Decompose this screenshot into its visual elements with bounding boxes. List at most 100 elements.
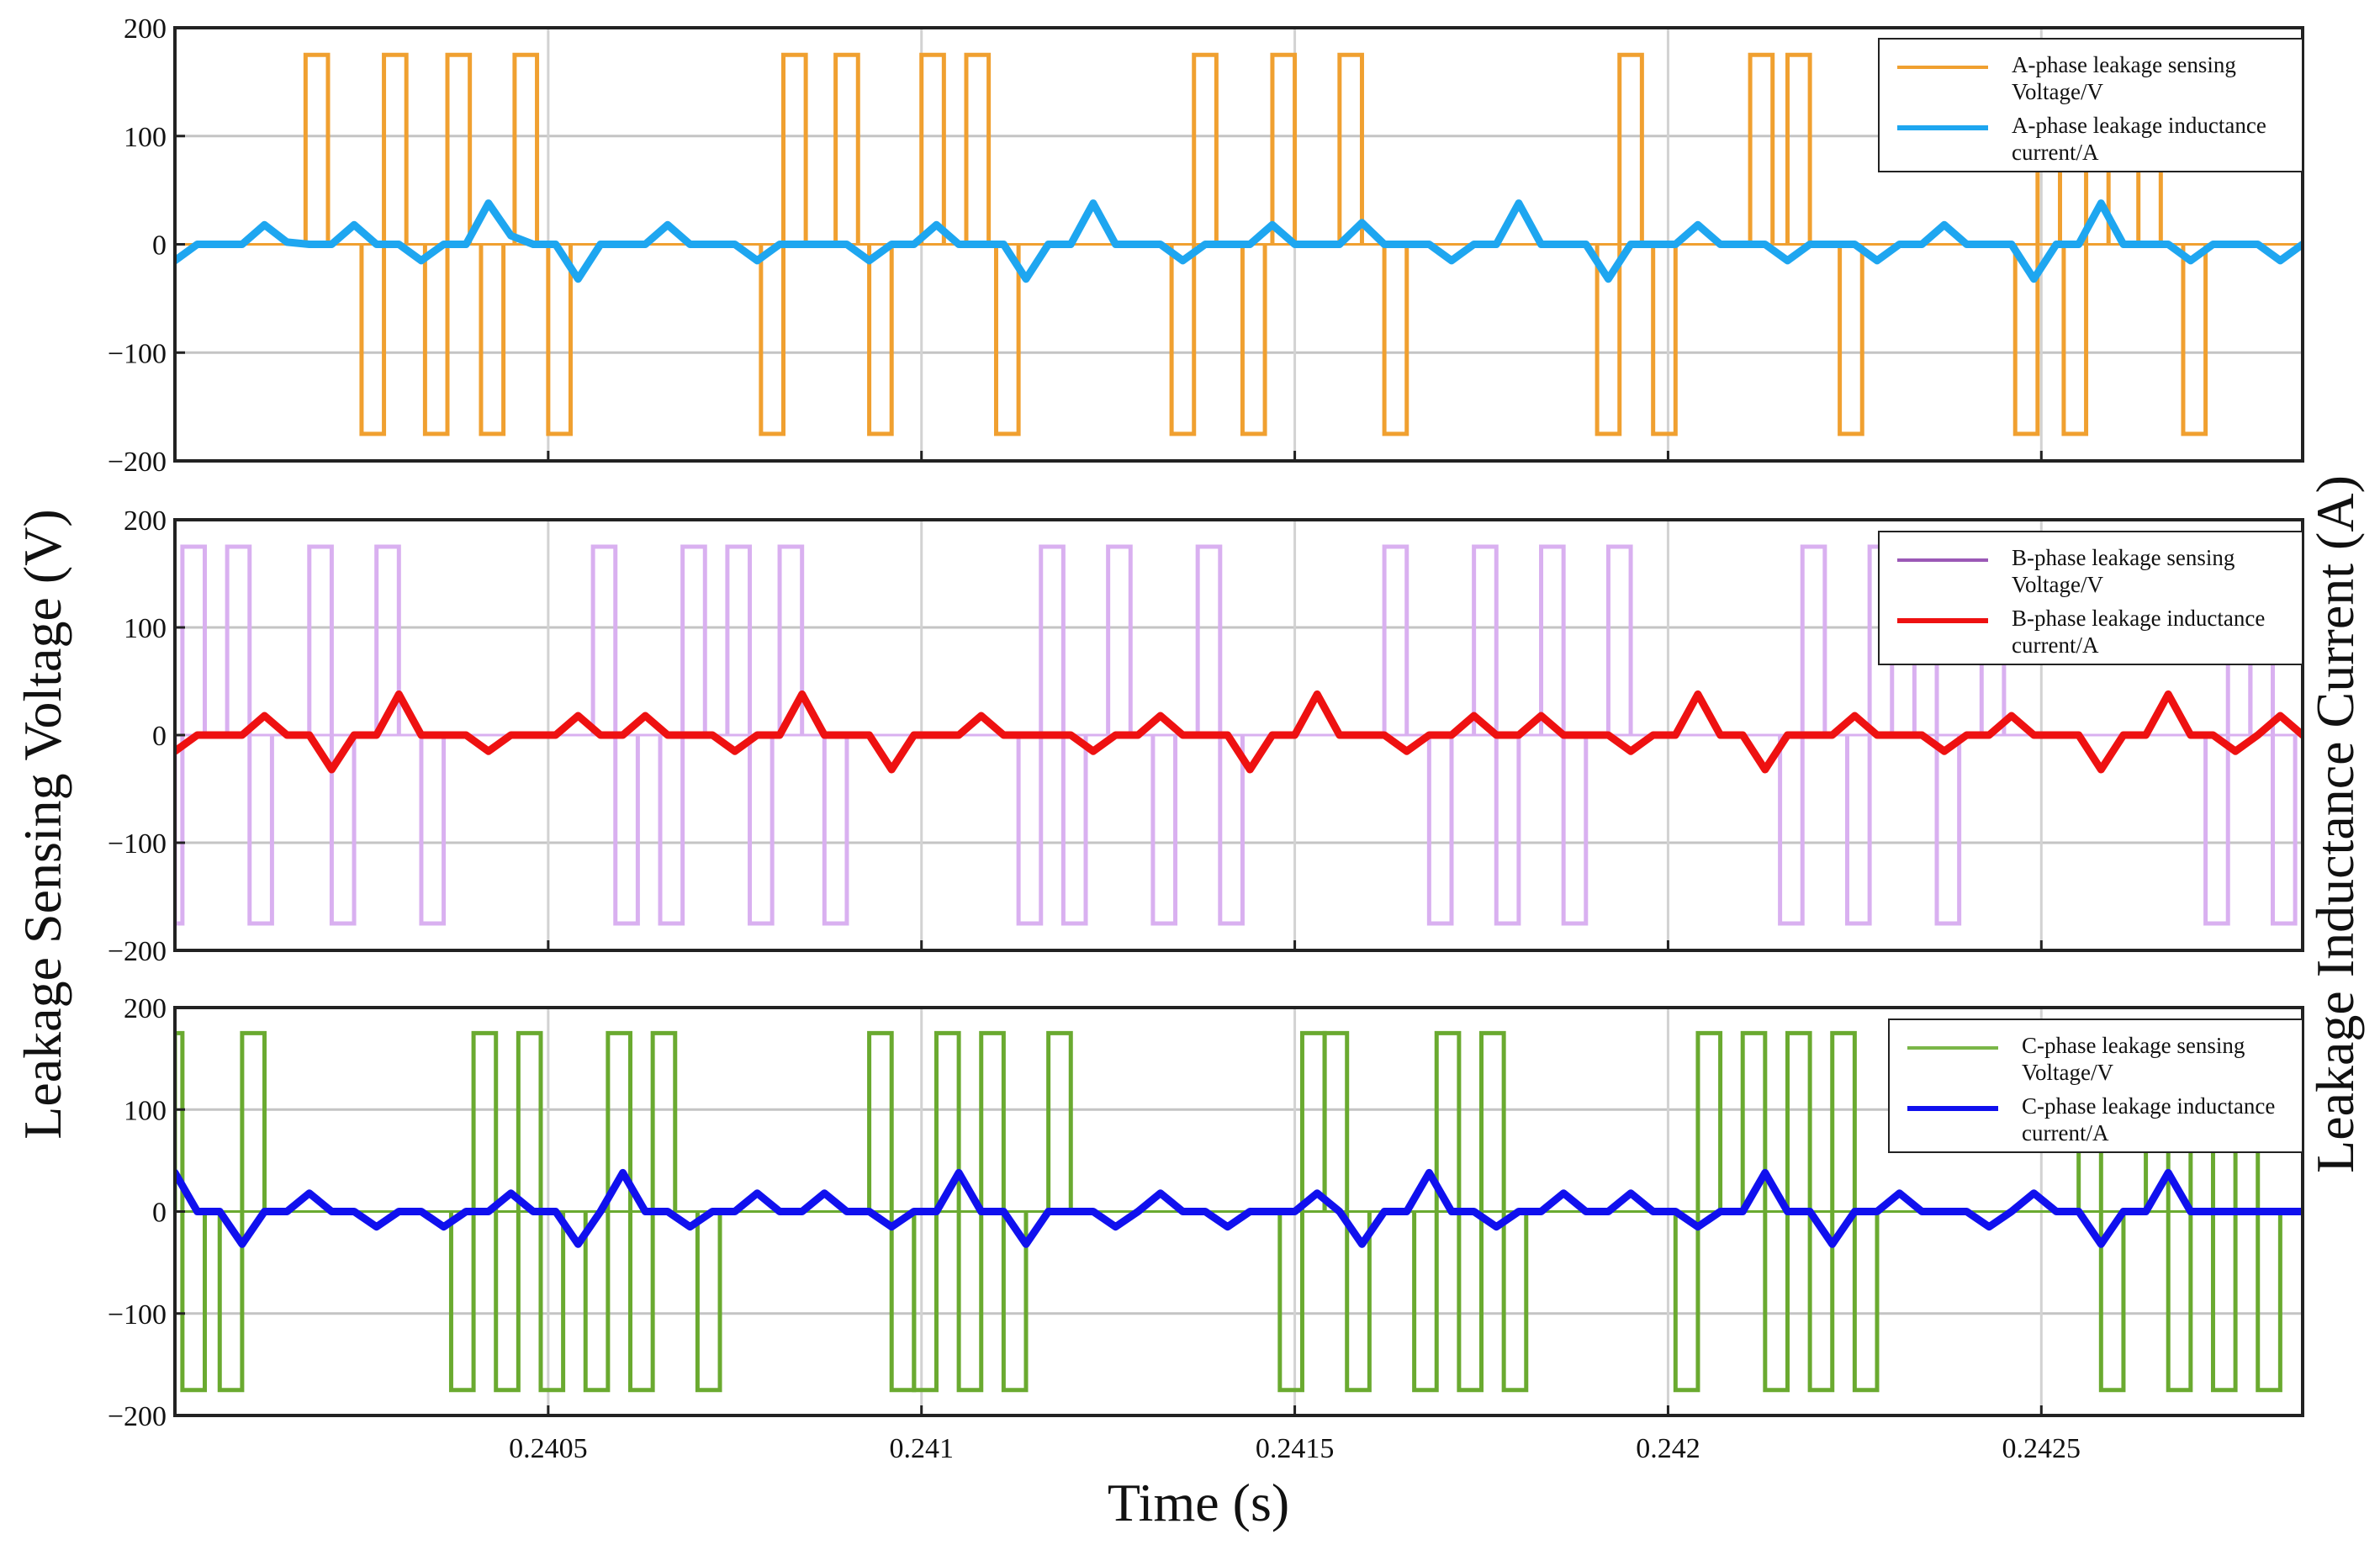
voltage-pulse — [1617, 52, 1644, 245]
legend-label: B-phase leakage inductance — [2012, 606, 2265, 631]
voltage-pulse — [1150, 735, 1178, 926]
y-tick-label: 100 — [124, 122, 167, 153]
voltage-pulse — [583, 1211, 611, 1393]
y-tick-label: −100 — [108, 1299, 167, 1331]
y-tick-label: 0 — [152, 721, 167, 752]
voltage-pulse — [1605, 544, 1633, 735]
voltage-pulse — [1852, 1211, 1880, 1393]
voltage-pulse — [247, 735, 274, 926]
voltage-pulse — [1277, 1211, 1304, 1393]
voltage-pulse — [1785, 52, 1812, 245]
voltage-pulse — [217, 1211, 245, 1393]
y-tick-label: 200 — [124, 993, 167, 1024]
voltage-pulse — [1016, 735, 1044, 926]
voltage-pulse — [479, 244, 506, 437]
voltage-pulse — [1039, 544, 1066, 735]
voltage-pulse — [422, 244, 450, 437]
voltage-pulse — [471, 1030, 499, 1212]
voltage-pulse — [225, 544, 252, 735]
legend-box — [1888, 1019, 2303, 1153]
legend-box — [1878, 531, 2303, 665]
voltage-pulse — [833, 52, 860, 245]
voltage-pulse — [1785, 1030, 1812, 1212]
legend-label: current/A — [2012, 632, 2099, 658]
voltage-pulse — [1426, 735, 1454, 926]
voltage-pulse — [650, 1030, 678, 1212]
voltage-pulse — [1382, 244, 1409, 437]
voltage-pulse — [1595, 244, 1622, 437]
y-tick-label: −100 — [108, 338, 167, 369]
voltage-pulse — [1934, 735, 1962, 926]
voltage-pulse — [956, 1211, 984, 1393]
voltage-pulse — [1434, 1030, 1462, 1212]
voltage-pulse — [725, 544, 753, 735]
voltage-pulse — [1830, 1030, 1857, 1212]
voltage-pulse — [1740, 1030, 1768, 1212]
series-group — [175, 52, 2303, 437]
voltage-pulse — [2270, 735, 2298, 926]
x-tick-label: 0.241 — [889, 1433, 954, 1464]
voltage-pulse — [1382, 544, 1409, 735]
voltage-pulse — [180, 544, 208, 735]
voltage-pulse — [448, 1211, 476, 1393]
legend-label: B-phase leakage sensing — [2012, 545, 2235, 570]
voltage-pulse — [2256, 1211, 2282, 1393]
current-line — [175, 690, 2303, 774]
y-tick-label: 100 — [124, 613, 167, 644]
voltage-pulse — [1001, 1211, 1029, 1393]
voltage-pulse — [2098, 1211, 2126, 1393]
left-y-axis-title: Leakage Sensing Voltage (V) — [13, 509, 72, 1139]
voltage-pulse — [2181, 244, 2208, 437]
voltage-pulse — [1457, 1211, 1484, 1393]
voltage-pulse — [780, 52, 808, 245]
voltage-pulse — [1539, 544, 1566, 735]
voltage-pulse — [822, 735, 849, 926]
y-tick-label: 100 — [124, 1095, 167, 1126]
voltage-pulse — [1472, 544, 1499, 735]
legend-label: current/A — [2012, 140, 2099, 165]
x-tick-label: 0.242 — [1636, 1433, 1700, 1464]
voltage-pulse — [1748, 52, 1775, 245]
legend-label: Voltage/V — [2022, 1060, 2113, 1085]
voltage-pulse — [1651, 244, 1678, 437]
x-tick-label: 0.2415 — [1256, 1433, 1335, 1464]
voltage-pulse — [2061, 244, 2089, 437]
voltage-pulse — [1673, 1211, 1700, 1393]
voltage-pulse — [867, 1030, 894, 1212]
voltage-pulse — [1844, 735, 1872, 926]
y-tick-label: 200 — [124, 505, 167, 537]
voltage-pulse — [1322, 1030, 1350, 1212]
voltage-pulse — [1412, 1211, 1439, 1393]
voltage-pulse — [180, 1211, 208, 1393]
voltage-pulse — [2012, 244, 2040, 437]
y-tick-label: 0 — [152, 1198, 167, 1229]
legend-label: C-phase leakage inductance — [2022, 1093, 2275, 1119]
voltage-pulse — [419, 735, 447, 926]
series-group — [175, 1030, 2303, 1393]
current-line — [175, 1168, 2303, 1248]
voltage-pulse — [613, 735, 640, 926]
voltage-pulse — [1778, 735, 1805, 926]
voltage-pulse — [374, 544, 401, 735]
voltage-pulse — [1800, 544, 1827, 735]
x-tick-label: 0.2405 — [509, 1433, 588, 1464]
voltage-pulse — [494, 1211, 521, 1393]
voltage-pulse — [516, 1030, 543, 1212]
voltage-pulse — [445, 52, 473, 245]
voltage-pulse — [1337, 52, 1364, 245]
voltage-pulse — [175, 735, 185, 926]
voltage-pulse — [1807, 1211, 1835, 1393]
y-tick-label: 0 — [152, 230, 167, 262]
voltage-pulse — [240, 1030, 267, 1212]
voltage-pulse — [1218, 735, 1245, 926]
voltage-pulse — [2210, 1211, 2238, 1393]
voltage-pulse — [1240, 244, 1267, 437]
legend-label: A-phase leakage inductance — [2012, 113, 2266, 138]
y-tick-label: −200 — [108, 1401, 167, 1432]
panel-b: −200 −100 0 100 200 B-phase leakage sensingVo… — [108, 505, 2304, 967]
voltage-pulse — [933, 1030, 961, 1212]
voltage-pulse — [1501, 1211, 1529, 1393]
right-y-axis-title: Leakage Inductance Current (A) — [2305, 475, 2365, 1173]
y-tick-label: −200 — [108, 447, 167, 478]
